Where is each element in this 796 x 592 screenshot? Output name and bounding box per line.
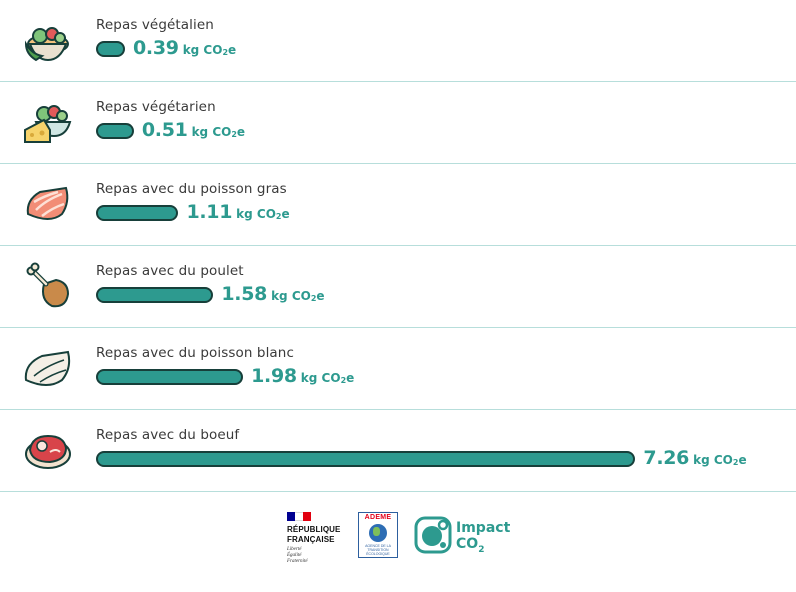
value-number: 7.26: [643, 447, 690, 469]
unit-prefix: kg CO: [300, 371, 341, 385]
category-label: Repas avec du boeuf: [96, 427, 240, 443]
unit-subscript: 2: [340, 376, 347, 385]
unit-prefix: kg CO: [236, 207, 276, 221]
french-flag-icon: [287, 512, 311, 521]
bar-row-repas-vegetarien: Repas végétarien 0.51 kg CO2e: [0, 82, 796, 164]
unit-label: kg CO2e: [183, 43, 236, 57]
value-number: 1.58: [221, 283, 268, 305]
ademe-name: ADEME: [364, 514, 392, 521]
bar-repas-vegetarien: [96, 123, 134, 139]
value-number: 1.11: [186, 201, 233, 223]
unit-subscript: 2: [231, 130, 237, 139]
category-label: Repas avec du poulet: [96, 263, 244, 279]
unit-suffix: e: [738, 453, 747, 467]
value-number: 0.51: [141, 119, 188, 141]
value-label: 7.26 kg CO2e: [643, 446, 746, 475]
footer-logos: RÉPUBLIQUE FRANÇAISE Liberté Égalité Fra…: [0, 508, 796, 568]
republique-line2: FRANÇAISE: [287, 535, 335, 544]
republique-francaise-logo[interactable]: RÉPUBLIQUE FRANÇAISE Liberté Égalité Fra…: [287, 512, 349, 564]
category-label: Repas végétarien: [96, 99, 216, 115]
bar-repas-avec-du-poisson-blanc: [96, 369, 244, 385]
ademe-logo[interactable]: ADEME AGENCE DE LA TRANSITION ÉCOLOGIQUE: [358, 512, 398, 558]
unit-prefix: kg CO: [191, 125, 232, 139]
bar-repas-vegetalien: [96, 41, 125, 57]
category-label: Repas avec du poisson blanc: [96, 345, 294, 361]
bar-row-repas-avec-du-poisson-gras: Repas avec du poisson gras 1.11 kg CO2e: [0, 164, 796, 246]
republique-line1: RÉPUBLIQUE: [287, 525, 341, 534]
unit-suffix: e: [346, 371, 355, 385]
unit-prefix: kg CO: [693, 453, 733, 467]
bar-repas-avec-du-poulet: [96, 287, 214, 303]
unit-label: kg CO2e: [192, 125, 245, 139]
impact-co2-subscript: 2: [478, 544, 485, 555]
bar-repas-avec-du-poisson-gras: [96, 205, 179, 221]
unit-suffix: e: [236, 125, 246, 139]
value-label: 1.58 kg CO2e: [221, 282, 324, 311]
motto-egalite: Égalité: [287, 553, 302, 558]
value-label: 0.39 kg CO2e: [133, 36, 236, 65]
bar-row-repas-vegetalien: Repas végétalien 0.39 kg CO2e: [0, 0, 796, 82]
globe-icon: [369, 524, 387, 542]
unit-subscript: 2: [222, 48, 229, 57]
unit-suffix: e: [316, 289, 325, 303]
category-label: Repas végétalien: [96, 17, 214, 33]
ademe-subtitle: AGENCE DE LA TRANSITION ÉCOLOGIQUE: [365, 544, 391, 556]
bar-row-repas-avec-du-poisson-blanc: Repas avec du poisson blanc 1.98 kg CO2e: [0, 328, 796, 410]
bar-repas-avec-du-boeuf: [96, 451, 636, 467]
unit-label: kg CO2e: [236, 207, 289, 221]
bar-row-repas-avec-du-boeuf: Repas avec du boeuf 7.26 kg CO2e: [0, 410, 796, 492]
unit-suffix: e: [228, 43, 237, 57]
value-label: 0.51 kg CO2e: [142, 118, 245, 147]
impact-co-text: CO: [456, 536, 479, 552]
value-label: 1.11 kg CO2e: [186, 200, 289, 229]
unit-suffix: e: [281, 207, 290, 221]
impact-line1: Impact: [456, 520, 511, 536]
motto-liberte: Liberté: [287, 547, 302, 552]
unit-subscript: 2: [275, 212, 282, 221]
salad-cheese-icon: [24, 105, 72, 143]
unit-label: kg CO2e: [693, 453, 746, 467]
unit-prefix: kg CO: [271, 289, 311, 303]
motto-fraternite: Fraternité: [287, 559, 308, 564]
value-number: 1.98: [251, 365, 297, 387]
unit-subscript: 2: [732, 458, 739, 467]
unit-label: kg CO2e: [271, 289, 324, 303]
impact-co2-wordmark[interactable]: Impact CO2: [456, 520, 510, 558]
unit-subscript: 2: [310, 294, 317, 303]
salad-bowl-icon: [24, 27, 69, 62]
white-fish-icon: [24, 350, 71, 386]
bar-row-repas-avec-du-poulet: Repas avec du poulet 1.58 kg CO2e: [0, 246, 796, 328]
beef-steak-icon: [25, 434, 71, 469]
value-number: 0.39: [133, 37, 179, 59]
category-label: Repas avec du poisson gras: [96, 181, 287, 197]
unit-prefix: kg CO: [182, 43, 223, 57]
impact-co2-logo-icon[interactable]: [414, 516, 452, 554]
unit-label: kg CO2e: [301, 371, 354, 385]
value-label: 1.98 kg CO2e: [251, 364, 354, 393]
chicken-leg-icon: [26, 262, 70, 308]
salmon-steak-icon: [26, 186, 69, 220]
